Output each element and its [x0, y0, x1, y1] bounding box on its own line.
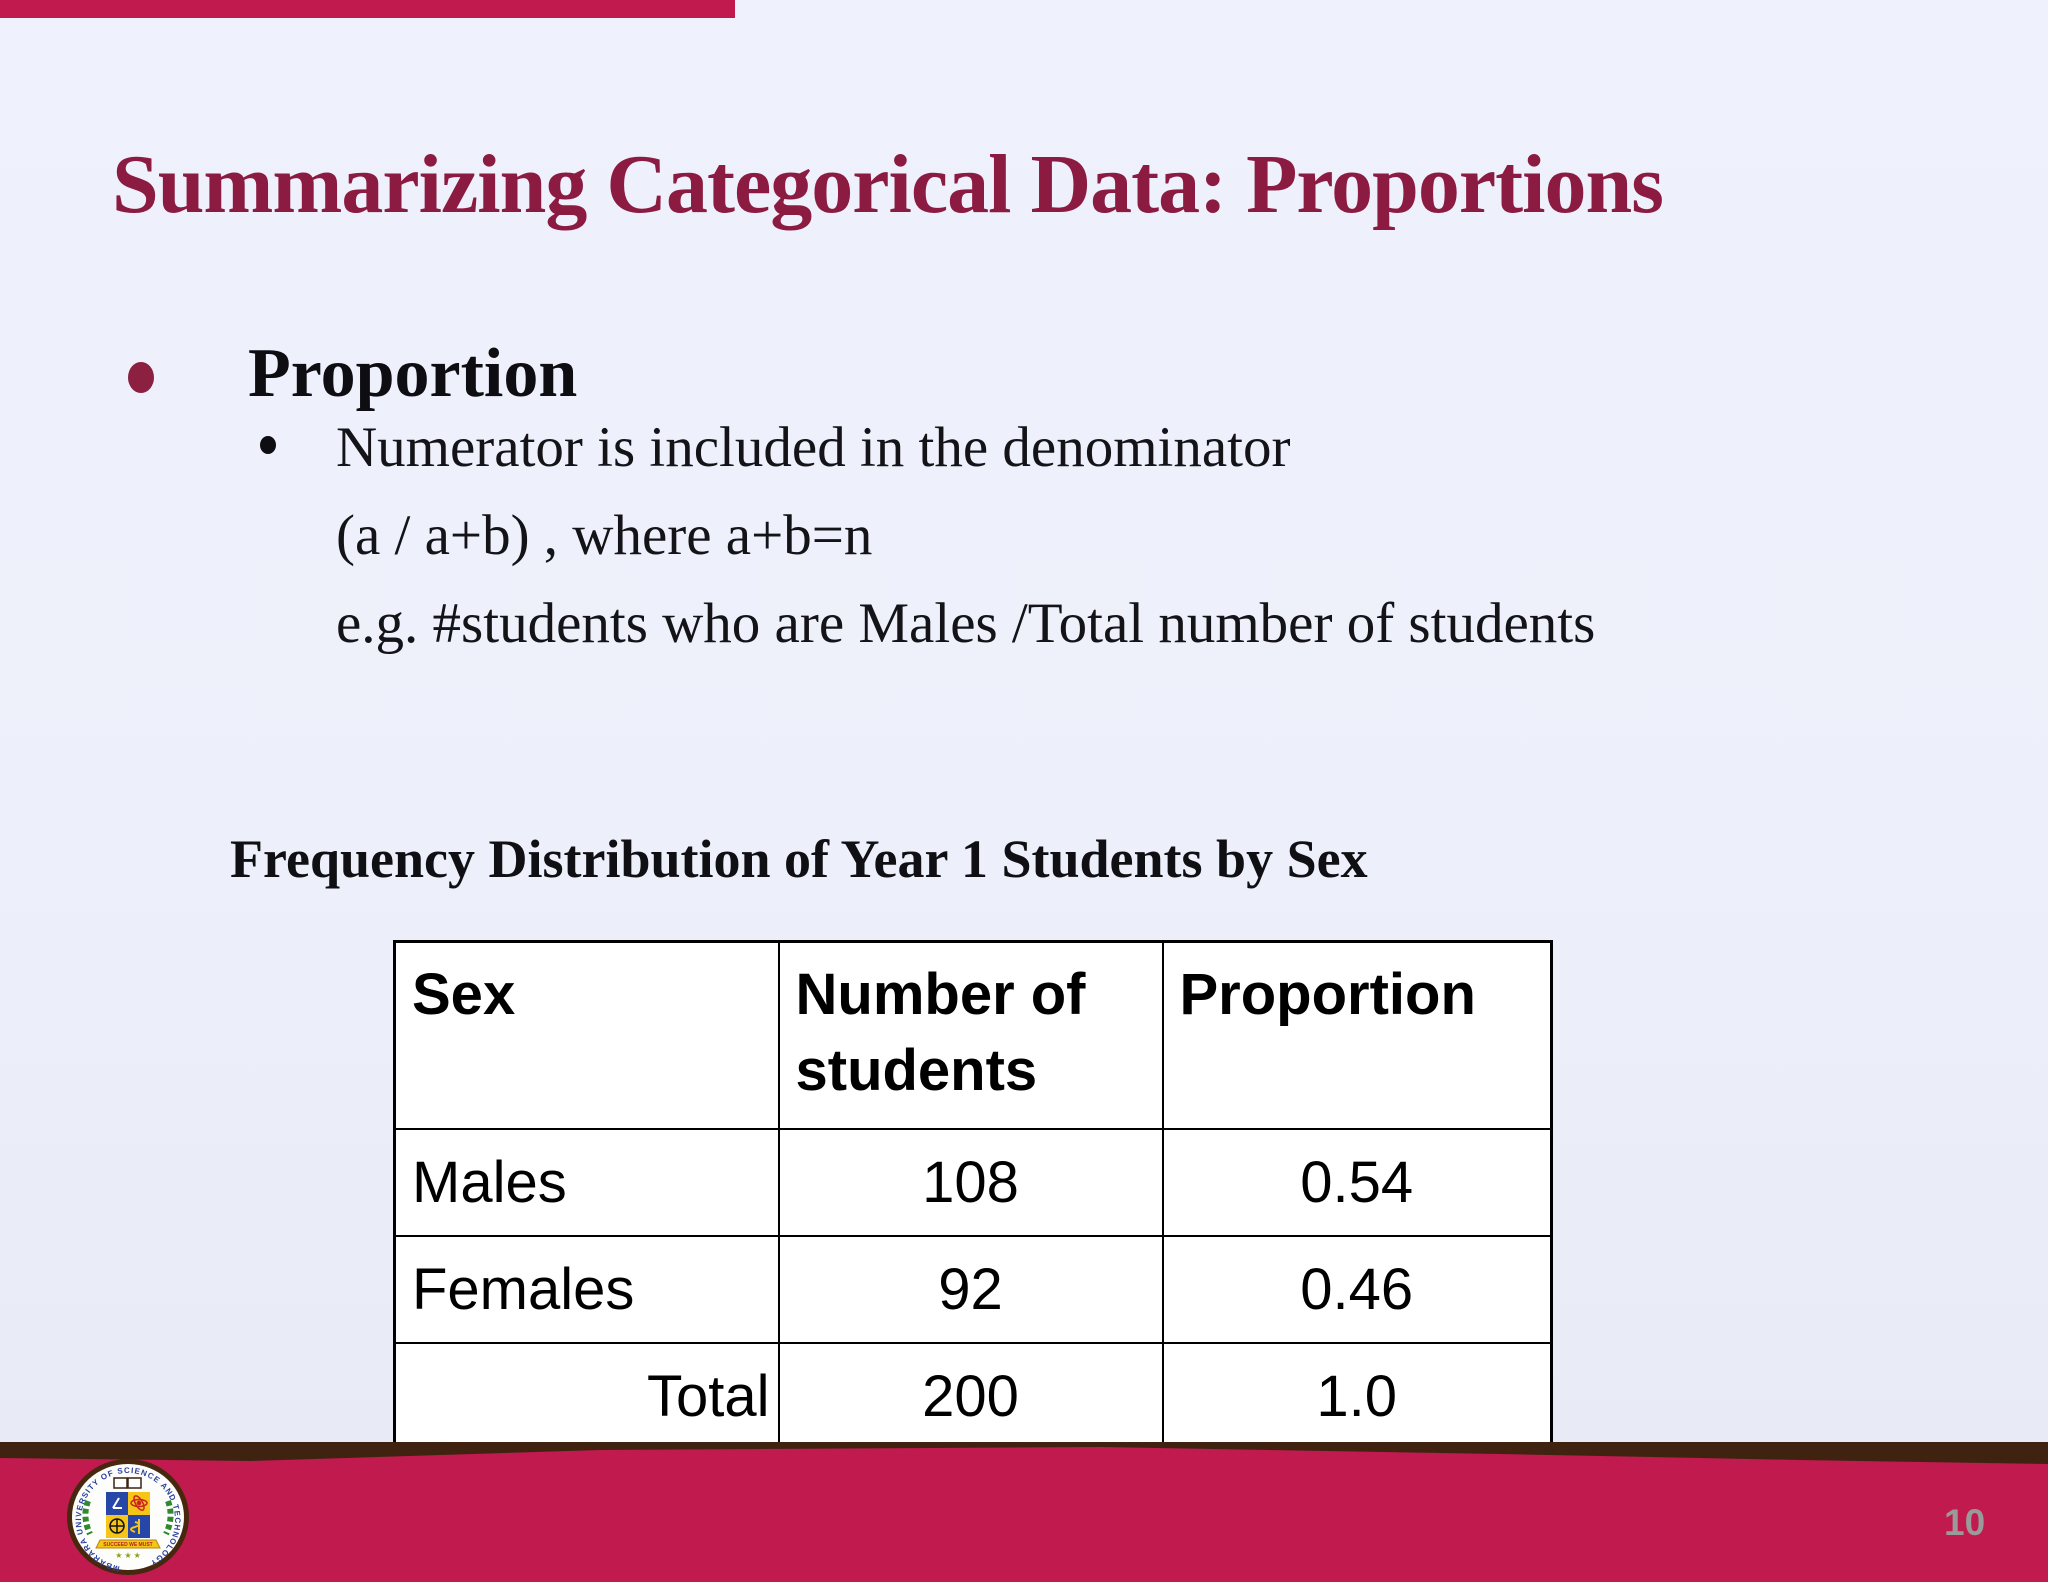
- cell-males-count: 108: [777, 1128, 1164, 1237]
- table-header-number: Number of students: [777, 940, 1164, 1130]
- level2-line-1: Numerator is included in the denominator: [336, 416, 1291, 479]
- table-row: Total 200 1.0: [393, 1342, 1553, 1452]
- cell-females-proportion: 0.46: [1161, 1235, 1553, 1344]
- slide-title: Summarizing Categorical Data: Proportion…: [112, 138, 1664, 231]
- motto-banner: [95, 1539, 161, 1549]
- cell-males-label: Males: [393, 1128, 780, 1237]
- table-header-proportion: Proportion: [1161, 940, 1553, 1130]
- university-seal-logo: MBARARA UNIVERSITY OF SCIENCE AND TECHNO…: [67, 1459, 189, 1575]
- footer-crimson-band: [0, 1447, 2048, 1582]
- open-book-icon: [113, 1477, 142, 1489]
- seal-stars: ★ ★ ★: [115, 1551, 141, 1560]
- table-header-row: Sex Number of students Proportion: [393, 940, 1553, 1130]
- level2-bullet-icon: [260, 436, 276, 454]
- microscope-icon: [112, 1497, 122, 1509]
- top-accent-bar: [0, 0, 735, 18]
- level2-bullet-block: Numerator is included in the denominator…: [336, 404, 1936, 668]
- table-row: Males 108 0.54: [393, 1128, 1553, 1237]
- footer-band: [0, 1442, 2048, 1582]
- level1-bullet-text: Proportion: [248, 335, 578, 412]
- level2-line-3: e.g. #students who are Males /Total numb…: [336, 592, 1596, 655]
- globe-icon: [109, 1518, 125, 1534]
- motto-text: SUCCEED WE MUST: [103, 1542, 152, 1548]
- cell-total-label: Total: [393, 1342, 780, 1452]
- laurel-left-icon: [82, 1499, 93, 1536]
- table-row: Females 92 0.46: [393, 1235, 1553, 1344]
- cell-females-label: Females: [393, 1235, 780, 1344]
- atom-icon: [130, 1495, 148, 1511]
- cell-total-count: 200: [777, 1342, 1164, 1452]
- frequency-table: Sex Number of students Proportion Males …: [393, 940, 1553, 1452]
- cell-total-proportion: 1.0: [1161, 1342, 1553, 1452]
- table-caption: Frequency Distribution of Year 1 Student…: [230, 829, 1368, 889]
- table-header-sex: Sex: [393, 940, 780, 1130]
- asclepius-rod-icon: [130, 1519, 140, 1534]
- cell-males-proportion: 0.54: [1161, 1128, 1553, 1237]
- level2-line-2: (a / a+b) , where a+b=n: [336, 504, 873, 567]
- cell-females-count: 92: [777, 1235, 1164, 1344]
- level1-bullet-icon: [128, 362, 154, 393]
- laurel-right-icon: [163, 1499, 174, 1536]
- shield-icon: [106, 1492, 150, 1538]
- page-number: 10: [1944, 1502, 1986, 1543]
